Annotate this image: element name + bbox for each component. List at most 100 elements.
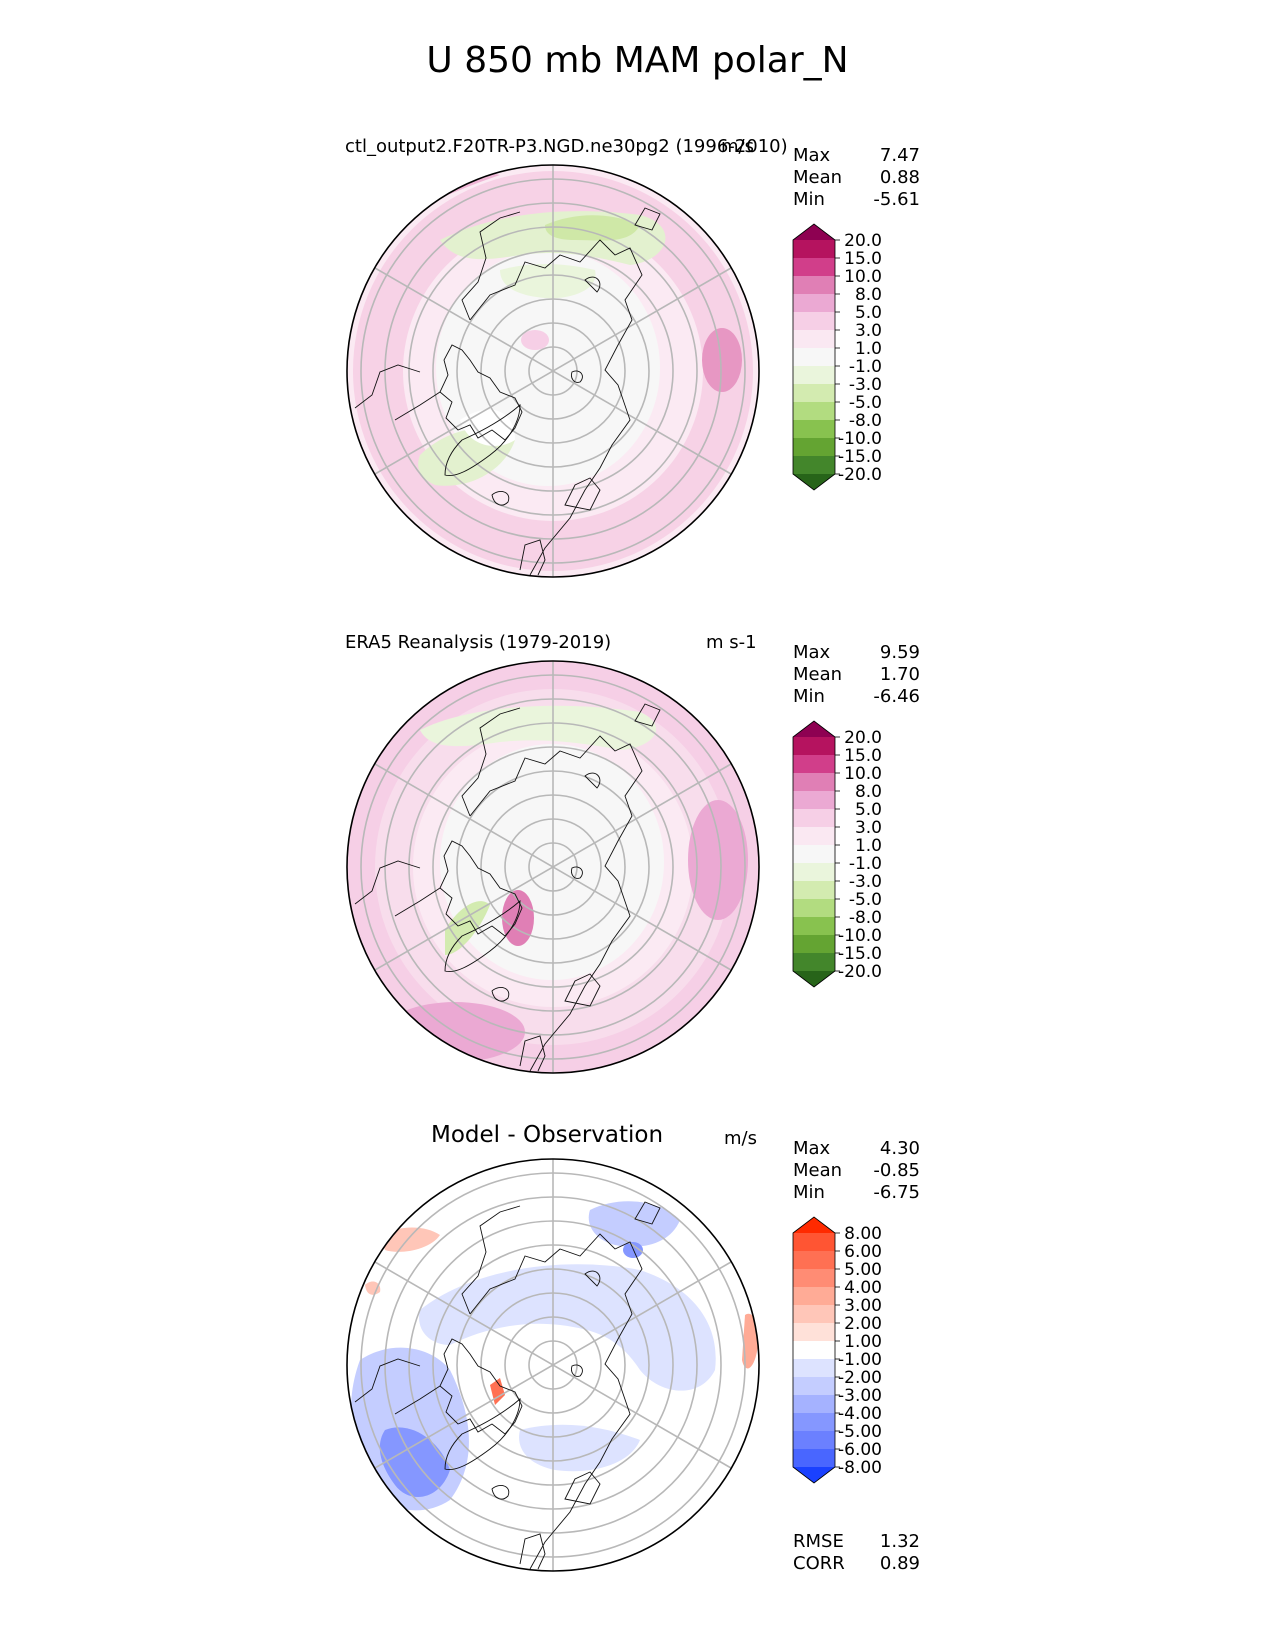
colorbar-ref-tick-label: 1.0 (855, 836, 882, 856)
colorbar-diff-tick-label: 5.00 (844, 1260, 882, 1280)
colorbar-ref-tick-label: -15.0 (838, 944, 882, 964)
panel-units-test: m/s (721, 136, 754, 157)
colorbar-test-segment (793, 240, 835, 259)
panel-title-diff: Model - Observation (431, 1122, 664, 1148)
colorbar-ref-tick-label: -8.0 (849, 908, 882, 928)
colorbar-diff-tick-label: -2.00 (838, 1368, 882, 1388)
colorbar-test-segment (793, 402, 835, 421)
colorbar-ref-segment (793, 917, 835, 936)
colorbar-ref-segment (793, 953, 835, 972)
map-fill-easterly-core (545, 215, 640, 241)
colorbar-ref-segment (793, 935, 835, 954)
colorbar-diff-tick-label: -5.00 (838, 1422, 882, 1442)
colorbar-ref-tick-label: -10.0 (838, 926, 882, 946)
colorbar-diff-segment (793, 1377, 835, 1396)
stat-value-max-test: 7.47 (879, 145, 920, 166)
colorbar-test-segment (793, 330, 835, 349)
colorbar-diff-segment (793, 1449, 835, 1468)
stat-label-min-diff: Min (793, 1182, 825, 1203)
map-boundary-test (346, 164, 760, 578)
colorbar-test-segment (793, 258, 835, 277)
colorbar-ref-segment (793, 773, 835, 792)
panel-units-ref: m s-1 (706, 632, 757, 653)
map-fill-westerly-core (702, 328, 742, 392)
colorbar-diff-tick-label: 3.00 (844, 1296, 882, 1316)
colorbar-diff-segment (793, 1287, 835, 1306)
colorbar-diff-segment (793, 1305, 835, 1324)
stat-value-min-diff: -6.75 (873, 1182, 920, 1203)
colorbar-ref-tick-label: 3.0 (855, 818, 882, 838)
stat-label-max-test: Max (793, 145, 831, 166)
stat-value-corr: 0.89 (879, 1553, 920, 1574)
polar-map-test (346, 164, 760, 578)
colorbar-test-tick-label: -5.0 (849, 393, 882, 413)
colorbar-test-segment (793, 420, 835, 439)
map-fill-positive-greenland (490, 1378, 505, 1405)
stat-value-min-ref: -6.46 (873, 686, 920, 707)
colorbar-test-segment (793, 348, 835, 367)
colorbar-diff-tick-label: 8.00 (844, 1224, 882, 1244)
colorbar-test-tick-label: -8.0 (849, 411, 882, 431)
colorbar-ref-segment (793, 791, 835, 810)
map-boundary-ref (346, 660, 760, 1074)
colorbar-diff-segment (793, 1269, 835, 1288)
colorbar-diff-segment (793, 1413, 835, 1432)
colorbar-ref-tick-label: 20.0 (844, 728, 882, 748)
stat-label-max-diff: Max (793, 1138, 831, 1159)
colorbar-diff-segment (793, 1431, 835, 1450)
graticule-diff (360, 1159, 746, 1571)
stat-label-rmse: RMSE (793, 1531, 844, 1552)
colorbar-test-segment (793, 294, 835, 313)
colorbar-ref-segment (793, 827, 835, 846)
colorbar-ref-segment (793, 863, 835, 882)
colorbar-test-extend-min (793, 474, 835, 490)
colorbar-ref-segment (793, 881, 835, 900)
colorbar-diff-segment (793, 1359, 835, 1378)
stat-value-mean-diff: -0.85 (873, 1160, 920, 1181)
stat-value-max-diff: 4.30 (879, 1138, 920, 1159)
map-fill-positive-east (742, 1313, 759, 1369)
colorbar-test-segment (793, 384, 835, 403)
colorbar-test-tick-label: 20.0 (844, 231, 882, 251)
colorbar-ref-tick-label: 5.0 (855, 800, 882, 820)
colorbar-test-tick-label: -1.0 (849, 357, 882, 377)
colorbar-test-tick-label: 3.0 (855, 321, 882, 341)
colorbar-test-tick-label: 8.0 (855, 285, 882, 305)
colorbar-diff-tick-label: 1.00 (844, 1332, 882, 1352)
coastlines-diff (354, 1201, 661, 1570)
colorbar-diff-segment (793, 1233, 835, 1252)
colorbar-test: 20.015.010.08.05.03.01.0-1.0-3.0-5.0-8.0… (792, 223, 882, 491)
colorbar-diff-tick-label: -4.00 (838, 1404, 882, 1424)
stat-value-rmse: 1.32 (879, 1531, 920, 1552)
map-fill-negative-band (419, 1264, 716, 1391)
colorbar-ref-tick-label: -3.0 (849, 872, 882, 892)
colorbar-test-tick-label: 15.0 (844, 249, 882, 269)
stat-label-min-ref: Min (793, 686, 825, 707)
figure-title: U 850 mb MAM polar_N (426, 40, 849, 81)
colorbar-ref-segment (793, 899, 835, 918)
map-fill-pole-patch (521, 330, 549, 350)
stat-value-mean-test: 0.88 (879, 167, 920, 188)
colorbar-ref: 20.015.010.08.05.03.01.0-1.0-3.0-5.0-8.0… (792, 720, 882, 988)
colorbar-ref-segment (793, 737, 835, 756)
colorbar-ref-segment (793, 845, 835, 864)
colorbar-diff-tick-label: 2.00 (844, 1314, 882, 1334)
stat-value-mean-ref: 1.70 (879, 664, 920, 685)
colorbar-test-segment (793, 276, 835, 295)
polar-map-ref (346, 660, 760, 1074)
coastlines-test (354, 207, 661, 576)
map-fill-negative-north-core (623, 1242, 643, 1258)
colorbar-test-segment (793, 456, 835, 475)
map-fill-greenland-easterly (445, 901, 490, 955)
panel-units-diff: m/s (724, 1128, 757, 1149)
colorbar-diff-tick-label: 4.00 (844, 1278, 882, 1298)
colorbar-ref-extend-min (793, 971, 835, 987)
colorbar-test-tick-label: 10.0 (844, 267, 882, 287)
coastlines-ref (354, 703, 661, 1072)
panel-title-ref: ERA5 Reanalysis (1979-2019) (345, 632, 612, 653)
map-fill-westerly-core (688, 800, 748, 920)
colorbar-ref-tick-label: -5.0 (849, 890, 882, 910)
colorbar-ref-segment (793, 809, 835, 828)
colorbar-test-tick-label: -10.0 (838, 429, 882, 449)
